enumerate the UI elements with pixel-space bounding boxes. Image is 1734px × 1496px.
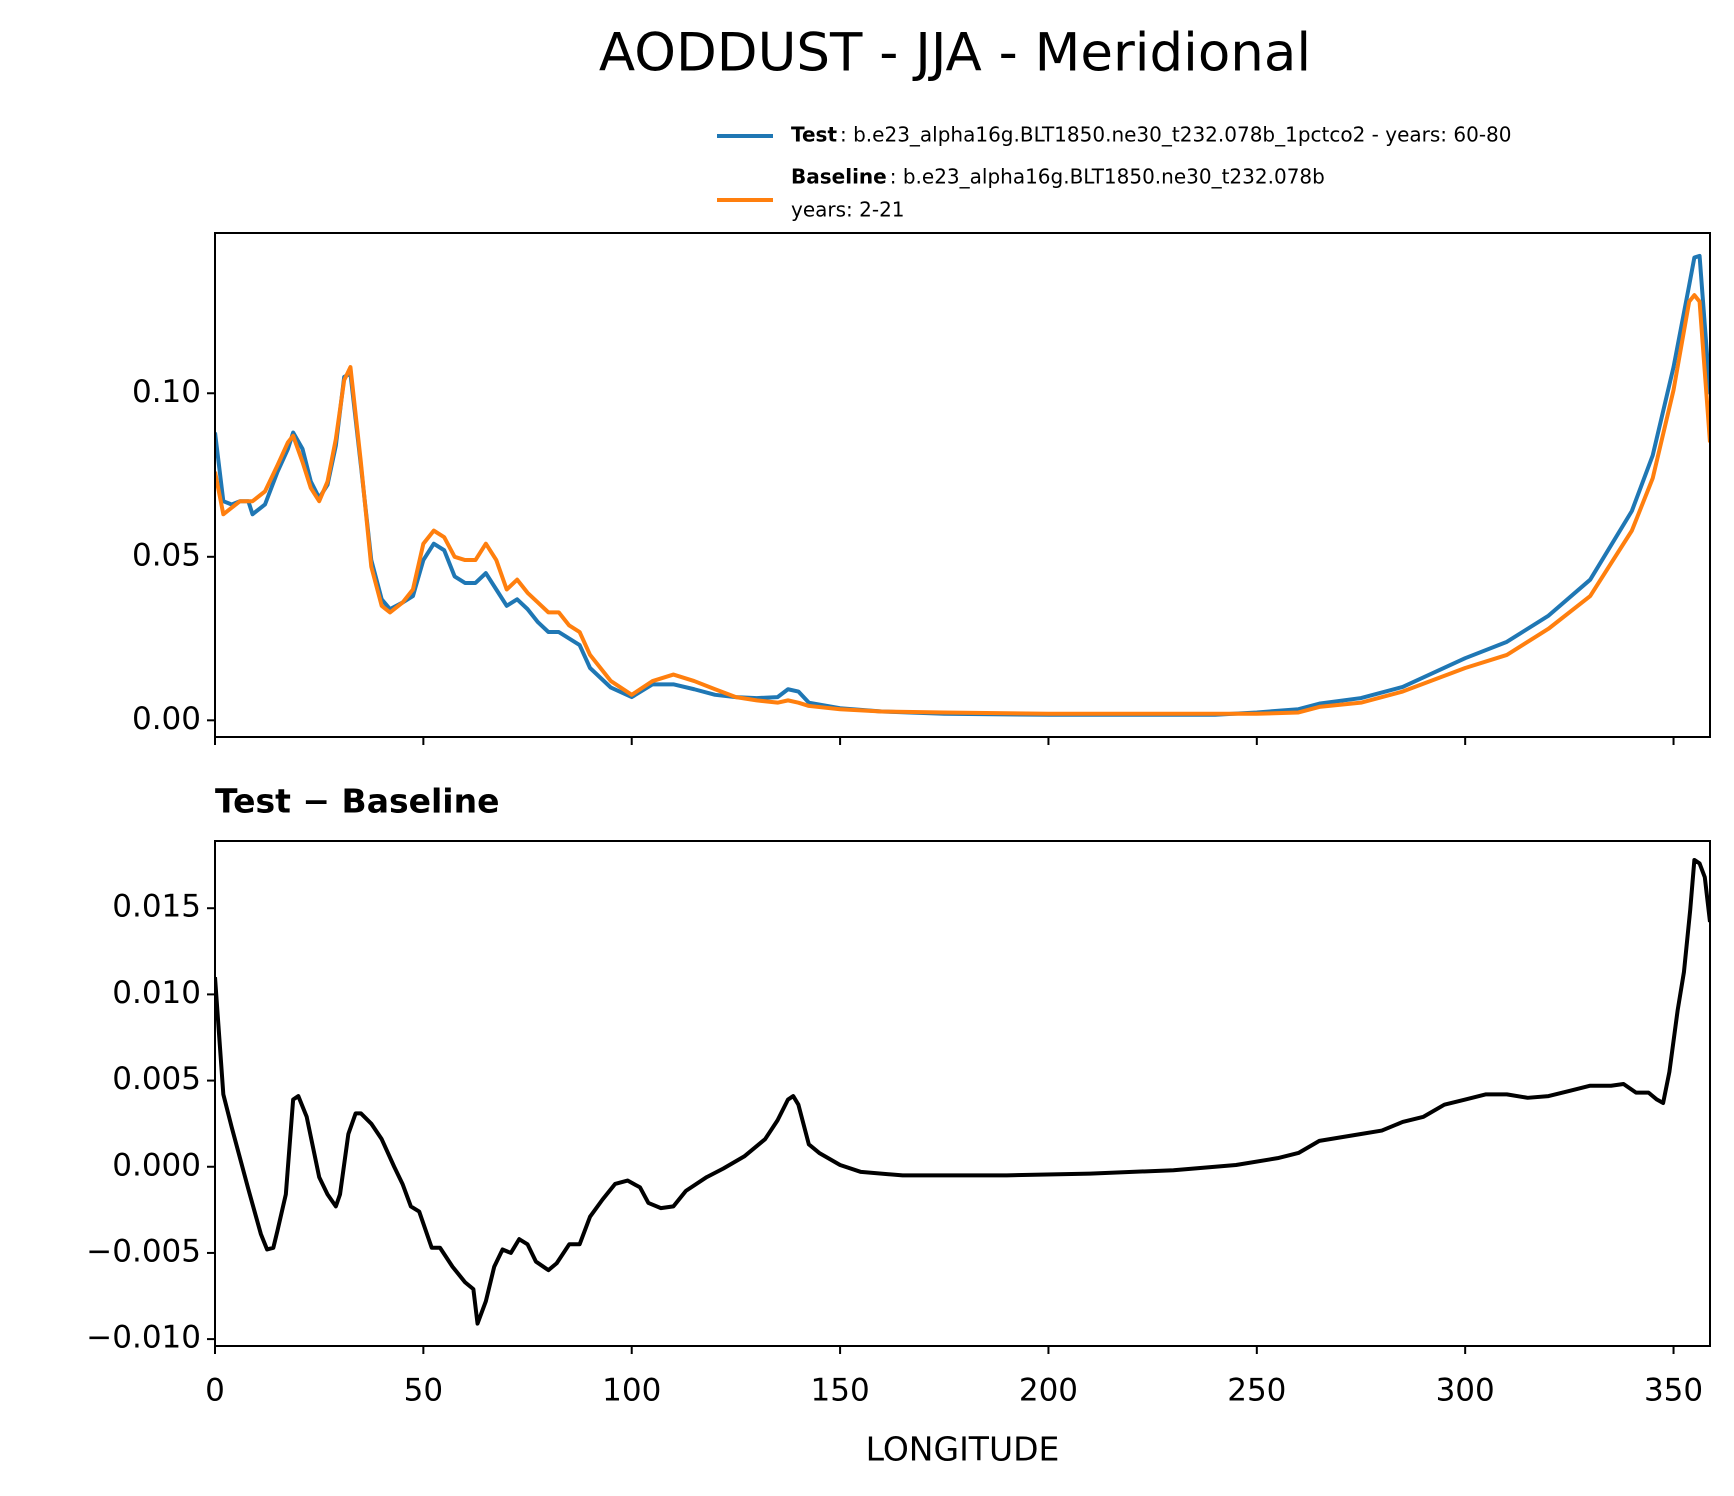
- x-tick-label: 100: [602, 1373, 661, 1409]
- y-tick-label: 0.000: [112, 1147, 201, 1183]
- axes-frame: [214, 840, 1711, 1347]
- x-tick-label: 300: [1436, 1373, 1495, 1409]
- panel-title: Test − Baseline: [215, 782, 500, 821]
- legend-label: years: 2-21: [791, 198, 905, 222]
- legend-label: : b.e23_alpha16g.BLT1850.ne30_t232.078b: [890, 165, 1325, 189]
- x-axis-label: LONGITUDE: [866, 1430, 1060, 1469]
- y-tick-label: 0.010: [112, 975, 201, 1011]
- y-tick-label: 0.10: [132, 374, 201, 410]
- y-tick-label: −0.005: [86, 1233, 201, 1269]
- x-tick-label: 200: [1019, 1373, 1078, 1409]
- legend-name: Test: [791, 123, 837, 147]
- axes-frame: [214, 232, 1711, 738]
- x-tick-label: 150: [811, 1373, 870, 1409]
- y-tick-label: 0.005: [112, 1061, 201, 1097]
- legend-name: Baseline: [791, 165, 887, 189]
- y-tick-label: −0.010: [86, 1320, 201, 1356]
- x-tick-label: 350: [1644, 1373, 1703, 1409]
- y-tick-label: 0.015: [112, 889, 201, 925]
- x-tick-label: 250: [1227, 1373, 1286, 1409]
- figure-title: AODDUST - JJA - Meridional: [599, 23, 1311, 84]
- series-line: [215, 857, 1710, 1326]
- x-tick-label: 50: [404, 1373, 443, 1409]
- series-line: [215, 293, 1710, 716]
- x-tick-label: 0: [205, 1373, 225, 1409]
- y-tick-label: 0.00: [132, 701, 201, 737]
- y-tick-label: 0.05: [132, 537, 201, 573]
- legend-label: : b.e23_alpha16g.BLT1850.ne30_t232.078b_…: [840, 123, 1512, 147]
